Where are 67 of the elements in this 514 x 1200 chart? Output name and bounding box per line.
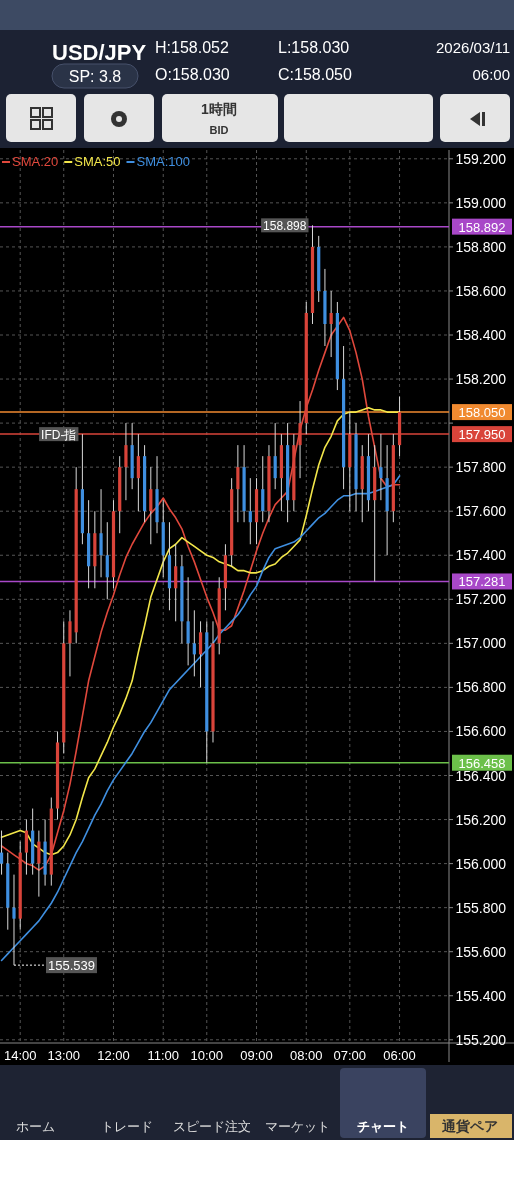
y-tick-label: 158.200	[455, 371, 507, 388]
text: H:158.052	[155, 39, 229, 56]
x-tick-label: 09:00	[240, 1048, 273, 1063]
y-tick-label: 157.600	[455, 503, 507, 520]
annotation: 155.539	[47, 958, 95, 974]
y-tick-label: 158.800	[455, 238, 507, 255]
candlestick	[273, 422, 277, 490]
x-tick-label: 07:00	[333, 1048, 367, 1063]
text: ホーム	[15, 1119, 55, 1134]
text: 通貨ペア	[441, 1118, 498, 1134]
candlestick	[105, 521, 109, 600]
y-tick-label: 155.600	[455, 943, 507, 960]
ref-line-label: 157.950	[458, 427, 506, 443]
text: スピード注文	[173, 1119, 251, 1134]
y-tick-label: 158.600	[455, 282, 507, 299]
y-tick-label: 157.000	[455, 635, 507, 652]
annotation: 158.898	[263, 219, 307, 234]
x-tick-label: 08:00	[290, 1048, 323, 1063]
candlestick	[68, 609, 72, 677]
candlestick	[186, 576, 190, 666]
candlestick	[198, 620, 203, 688]
candlestick	[0, 830, 4, 876]
legend-label: SMA:100	[136, 154, 190, 169]
ref-line-label: 158.050	[458, 405, 506, 421]
y-tick-label: 159.000	[455, 194, 507, 211]
x-tick-label: 13:00	[47, 1048, 81, 1063]
y-tick-label: 155.200	[455, 1031, 507, 1048]
candlestick	[192, 609, 196, 677]
y-tick-label: 157.200	[455, 591, 507, 608]
y-tick-label: 157.800	[455, 459, 507, 476]
candlestick	[174, 543, 178, 622]
x-tick-label: 12:00	[97, 1048, 130, 1063]
x-tick-label: 10:00	[190, 1048, 224, 1063]
chart-title: USD/JPY	[52, 40, 147, 65]
annotation: IFD-指	[41, 428, 77, 443]
candlestick	[236, 444, 240, 523]
y-tick-label: 157.400	[455, 547, 507, 564]
y-tick-label: 155.400	[455, 987, 507, 1004]
x-tick-label: 06:00	[383, 1048, 416, 1063]
candlestick	[261, 455, 265, 523]
text: BID	[209, 124, 229, 136]
y-tick-label: 156.000	[455, 855, 507, 872]
y-tick-label: 156.200	[455, 811, 507, 828]
text: 1時間	[201, 101, 237, 117]
y-tick-label: 155.800	[455, 899, 507, 916]
text: 06:00	[472, 66, 510, 83]
y-tick-label: 158.400	[455, 327, 507, 344]
x-tick-label: 11:00	[147, 1048, 180, 1063]
y-tick-label: 159.200	[455, 150, 507, 167]
y-tick-label: 156.600	[455, 723, 507, 740]
text: L:158.030	[278, 39, 350, 56]
y-tick-label: 156.800	[455, 679, 507, 696]
ref-line-label: 158.892	[458, 219, 506, 235]
candlestick	[248, 477, 252, 545]
text: O:158.030	[155, 66, 230, 83]
text: SP: 3.8	[68, 68, 122, 85]
x-tick-label: 14:00	[3, 1048, 37, 1063]
ref-line-label: 157.281	[458, 574, 506, 590]
legend-label: SMA:20	[12, 154, 59, 169]
text: マーケット	[264, 1119, 330, 1134]
legend-label: SMA:50	[74, 154, 121, 169]
candlestick	[149, 466, 153, 545]
text: トレード	[101, 1119, 153, 1134]
text: C:158.050	[278, 66, 352, 83]
candlestick	[99, 488, 103, 578]
text: 2026/03/11	[436, 39, 510, 56]
text: チャート	[357, 1119, 409, 1134]
